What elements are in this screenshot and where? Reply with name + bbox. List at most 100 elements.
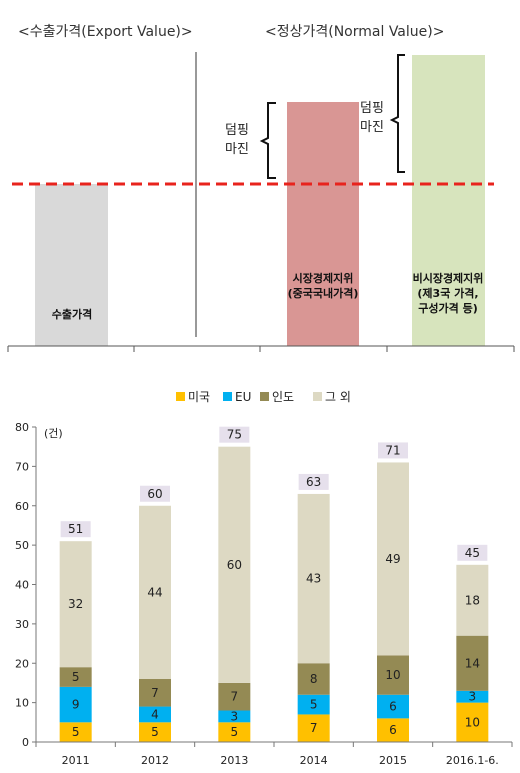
total-value-label: 45 [465,546,480,560]
unit-label: (건) [44,427,63,440]
legend-label: 그 외 [325,390,351,404]
bar-segment [139,679,171,707]
y-tick-label: 10 [15,697,29,710]
total-value-label: 71 [385,443,400,457]
y-tick-label: 80 [15,421,29,434]
x-category-label: 2016.1-6. [446,754,499,767]
bar-segment [377,462,409,656]
bar-segment [139,706,171,723]
x-category-label: 2011 [62,754,90,767]
bar-segment [59,722,92,742]
bar-segment [218,682,251,711]
normal-value-header: <정상가격(Normal Value)> [265,24,444,40]
segment-value-label: 3 [231,709,239,723]
segment-value-label: 18 [465,593,480,607]
export-price-bar-label: 수출가격 [52,307,92,321]
bar-segment [456,702,489,742]
legend-label: 미국 [188,390,210,404]
y-tick-label: 70 [15,460,29,473]
y-tick-label: 30 [15,618,29,631]
non-market-economy-bar [412,55,485,346]
export-price-bar [35,184,108,346]
bar-segment [456,564,489,636]
y-axis: 0 10 20 30 40 50 60 70 80 [15,421,37,749]
stacked-bar-chart: 미국 EU 인도 그 외 0 10 20 30 40 50 60 70 80 (건) 5 9 5 32 51 5… [15,390,513,767]
segment-value-label: 8 [310,672,318,686]
dumping-margin-label-2-line2: 마진 [360,120,384,135]
bar-segment [218,722,251,742]
dumping-margin-label-1-line1: 덤핑 [225,123,249,138]
segment-value-label: 7 [151,686,159,700]
non-market-bar-label-line3: 구성가격 등) [418,301,477,315]
bar-segment [218,446,251,683]
non-market-bar-label-line1: 비시장경제지위 [413,271,484,285]
bar-segment [218,710,251,723]
bar-segment [377,655,409,695]
bar-segment [297,714,330,742]
segment-value-label: 10 [385,668,400,682]
total-value-label: 51 [68,522,83,536]
segment-value-label: 49 [385,552,400,566]
x-category-label: 2014 [300,754,328,767]
segment-value-label: 7 [310,721,318,735]
segment-value-label: 60 [227,558,242,572]
total-value-label: 63 [306,475,321,489]
bar-segment [139,505,171,679]
bar-segment [59,667,92,687]
segment-value-label: 5 [310,698,318,712]
bar-segment [297,694,330,715]
bar-segment [456,690,489,703]
legend-swatch [260,392,269,401]
legend-label: EU [235,390,251,404]
total-box [140,485,170,502]
y-tick-label: 60 [15,500,29,513]
bar-segment [139,722,171,742]
segment-value-label: 43 [306,572,321,586]
legend-label: 인도 [272,390,294,404]
total-value-label: 75 [227,428,242,442]
y-tick-label: 50 [15,539,29,552]
chart-legend: 미국 EU 인도 그 외 [176,390,351,404]
export-value-header: <수출가격(Export Value)> [18,24,193,40]
segment-value-label: 5 [72,725,80,739]
segment-value-label: 10 [465,715,480,729]
x-category-label: 2012 [141,754,169,767]
segment-value-label: 44 [147,585,162,599]
market-economy-bar-label-line2: (중국국내가격) [288,286,359,300]
segment-value-label: 5 [151,725,159,739]
segment-value-label: 14 [465,656,480,670]
segment-value-label: 32 [68,597,83,611]
legend-swatch [313,392,322,401]
market-economy-bar-label-line1: 시장경제지위 [293,271,354,285]
x-category-label: 2013 [220,754,248,767]
bar-segment [456,635,489,691]
segment-value-label: 3 [469,690,477,704]
segment-value-label: 5 [231,725,239,739]
dumping-margin-brace-non-market [389,54,405,173]
x-category-label: 2015 [379,754,407,767]
dumping-margin-brace-market [259,102,276,179]
total-box [457,544,488,561]
dumping-margin-label-1-line2: 마진 [225,142,249,157]
total-value-label: 60 [147,487,162,501]
total-box [219,426,250,443]
market-economy-bar [287,102,359,346]
total-box [298,473,329,490]
dumping-margin-label-2-line1: 덤핑 [360,101,384,116]
bar-segment [297,663,330,695]
segment-value-label: 4 [151,707,159,721]
y-tick-label: 40 [15,579,29,592]
x-axis: 2011 2012 2013 2014 2015 2016.1-6. [35,741,513,767]
legend-swatch [223,392,232,401]
bar-segment [297,493,330,664]
bars-group: 5953251547446053760757584363661049711031… [59,426,489,742]
non-market-bar-label-line2: (제3국 가격, [417,286,478,300]
total-box [378,442,408,459]
y-tick-label: 20 [15,657,29,670]
total-box [60,521,91,538]
segment-value-label: 6 [389,723,397,737]
bar-segment [377,718,409,742]
segment-value-label: 9 [72,698,80,712]
bar-segment [59,686,92,723]
